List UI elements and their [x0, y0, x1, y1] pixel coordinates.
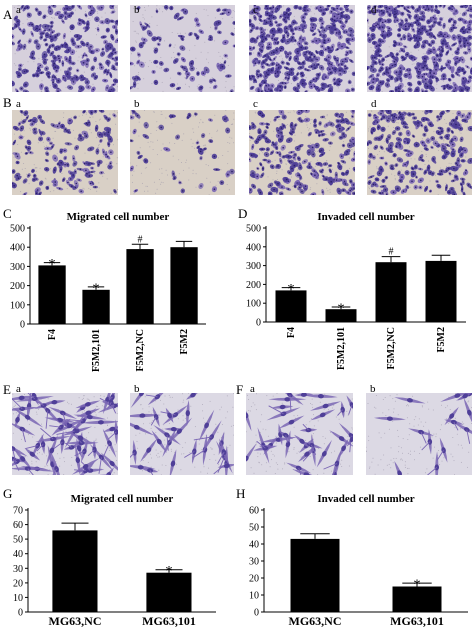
- x-category-label: MG63,NC: [49, 614, 102, 628]
- micro-label-a: a: [250, 383, 255, 395]
- significance-marker: *: [92, 281, 100, 297]
- y-tick-label: 50: [249, 523, 259, 534]
- bar: [82, 289, 110, 324]
- micrograph-e-b: [130, 393, 234, 475]
- bar: [170, 247, 198, 324]
- x-category-label: F5M2: [436, 327, 447, 353]
- x-category-label: F5M2: [179, 329, 190, 355]
- y-tick-label: 100: [246, 299, 261, 310]
- panel-label-g: G: [3, 486, 13, 501]
- micrograph-a-a: [12, 5, 118, 92]
- micro-label-c: c: [253, 98, 258, 110]
- y-tick-label: 10: [249, 591, 259, 602]
- x-category-label: F5M2,NC: [135, 329, 146, 372]
- chart-d-invaded: Invaded cell number 0 100 200 300 400 500 * F4 * F…: [236, 206, 474, 382]
- micrograph-f-a: [246, 393, 353, 475]
- chart-c-migrated: Migrated cell number 0 100 200 300 400 500 * F4 *…: [0, 206, 236, 382]
- micro-label-d: d: [371, 4, 377, 16]
- x-category-label: F4: [47, 329, 58, 340]
- micrograph-f-b: [366, 393, 472, 475]
- y-tick-label: 0: [18, 608, 23, 619]
- micro-label-a: a: [16, 383, 21, 395]
- chart-title: Migrated cell number: [71, 493, 174, 505]
- y-tick-label: 60: [13, 520, 23, 531]
- bar: [52, 530, 98, 612]
- significance-marker: *: [287, 282, 295, 298]
- y-tick-label: 30: [249, 557, 259, 568]
- x-category-label: MG63,101: [142, 614, 196, 628]
- panel-label-f: F: [236, 382, 244, 397]
- chart-g-migrated: Migrated cell number 0 10 20 30 40 50 60 70 MG63,…: [0, 488, 236, 628]
- y-tick-label: 100: [10, 300, 25, 311]
- micrograph-b-c: [249, 110, 355, 195]
- bar: [375, 262, 407, 322]
- bar: [126, 249, 154, 324]
- panel-label-h: H: [236, 486, 246, 501]
- panel-label-e: E: [3, 382, 11, 397]
- panel-label-d: D: [238, 206, 248, 221]
- y-tick-label: 200: [10, 281, 25, 292]
- panel-label-c: C: [3, 206, 12, 221]
- y-tick-label: 40: [13, 549, 23, 560]
- micrograph-b-d: [367, 110, 472, 195]
- chart-title: Invaded cell number: [317, 493, 414, 505]
- bar: [38, 265, 66, 324]
- micrograph-b-b: [130, 110, 235, 195]
- y-tick-label: 0: [256, 318, 261, 329]
- bar: [425, 260, 457, 322]
- chart-title: Migrated cell number: [67, 211, 170, 223]
- x-category-label: F5M2,101: [336, 327, 347, 370]
- chart-h-invaded: Invaded cell number 0 10 20 30 40 50 60 MG63,NC *…: [236, 488, 474, 628]
- y-tick-label: 70: [13, 506, 23, 517]
- x-category-label: MG63,NC: [289, 614, 342, 628]
- y-tick-label: 10: [13, 593, 23, 604]
- y-tick-label: 20: [249, 574, 259, 585]
- micro-label-b: b: [134, 4, 140, 16]
- y-tick-label: 60: [249, 506, 259, 517]
- micro-label-b: b: [134, 383, 140, 395]
- significance-marker: *: [337, 301, 345, 317]
- y-tick-label: 20: [13, 578, 23, 589]
- y-tick-label: 400: [10, 243, 25, 254]
- micro-label-b: b: [370, 383, 376, 395]
- micro-label-c: c: [253, 4, 258, 16]
- micrograph-a-d: [367, 5, 472, 92]
- micro-label-d: d: [371, 98, 377, 110]
- micrograph-a-b: [130, 5, 235, 92]
- x-category-label: F4: [286, 327, 297, 338]
- significance-marker: #: [138, 234, 143, 245]
- bar: [146, 572, 192, 612]
- significance-marker: *: [165, 564, 173, 580]
- significance-marker: *: [413, 577, 421, 593]
- micrograph-a-c: [249, 5, 355, 92]
- y-tick-label: 500: [10, 224, 25, 235]
- significance-marker: #: [389, 247, 394, 258]
- micro-label-a: a: [16, 98, 21, 110]
- x-category-label: F5M2,101: [91, 329, 102, 372]
- y-tick-label: 0: [20, 320, 25, 331]
- micro-label-b: b: [134, 98, 140, 110]
- y-tick-label: 30: [13, 564, 23, 575]
- y-tick-label: 0: [254, 608, 259, 619]
- bar: [275, 290, 307, 322]
- y-tick-label: 50: [13, 535, 23, 546]
- y-tick-label: 40: [249, 540, 259, 551]
- y-tick-label: 500: [246, 224, 261, 235]
- y-tick-label: 300: [246, 261, 261, 272]
- panel-label-b: B: [3, 95, 12, 110]
- micrograph-b-a: [12, 110, 118, 195]
- chart-title: Invaded cell number: [317, 211, 414, 223]
- bar: [325, 309, 357, 322]
- y-tick-label: 400: [246, 242, 261, 253]
- x-category-label: MG63,101: [390, 614, 444, 628]
- x-category-label: F5M2,NC: [386, 327, 397, 370]
- y-tick-label: 300: [10, 262, 25, 273]
- y-tick-label: 200: [246, 280, 261, 291]
- micro-label-a: a: [16, 4, 21, 16]
- micrograph-e-a: [12, 393, 118, 475]
- significance-marker: *: [48, 257, 56, 273]
- panel-label-a: A: [3, 7, 13, 22]
- bar: [290, 538, 340, 612]
- bar: [392, 586, 442, 612]
